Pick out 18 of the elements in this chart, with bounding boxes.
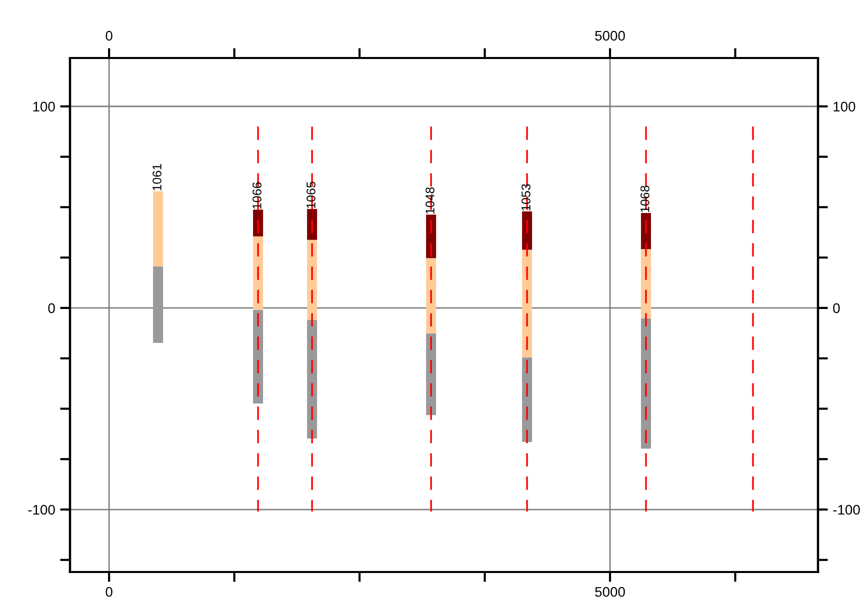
annotation: 1048: [426, 187, 434, 214]
y2-tick-label: 0: [833, 303, 840, 314]
y-tick-label: 0: [48, 303, 55, 314]
y-tick-label: -100: [28, 504, 55, 515]
annotation: 1053: [522, 184, 530, 210]
bar: [307, 208, 318, 240]
annotation: 1066: [252, 182, 262, 209]
x2-tick-label: 0: [106, 30, 112, 41]
y2-tick-label: 100: [834, 102, 856, 112]
annotation: 1068: [640, 186, 650, 212]
y2-tick-label: -100: [833, 504, 860, 515]
annotation: 1061: [152, 164, 162, 190]
annotation: 1065: [306, 182, 316, 208]
y-tick-label: 100: [33, 102, 55, 112]
bar: [153, 191, 164, 266]
bar: [253, 210, 264, 236]
bar: [153, 266, 164, 343]
x2-tick-label: 5000: [595, 30, 625, 41]
